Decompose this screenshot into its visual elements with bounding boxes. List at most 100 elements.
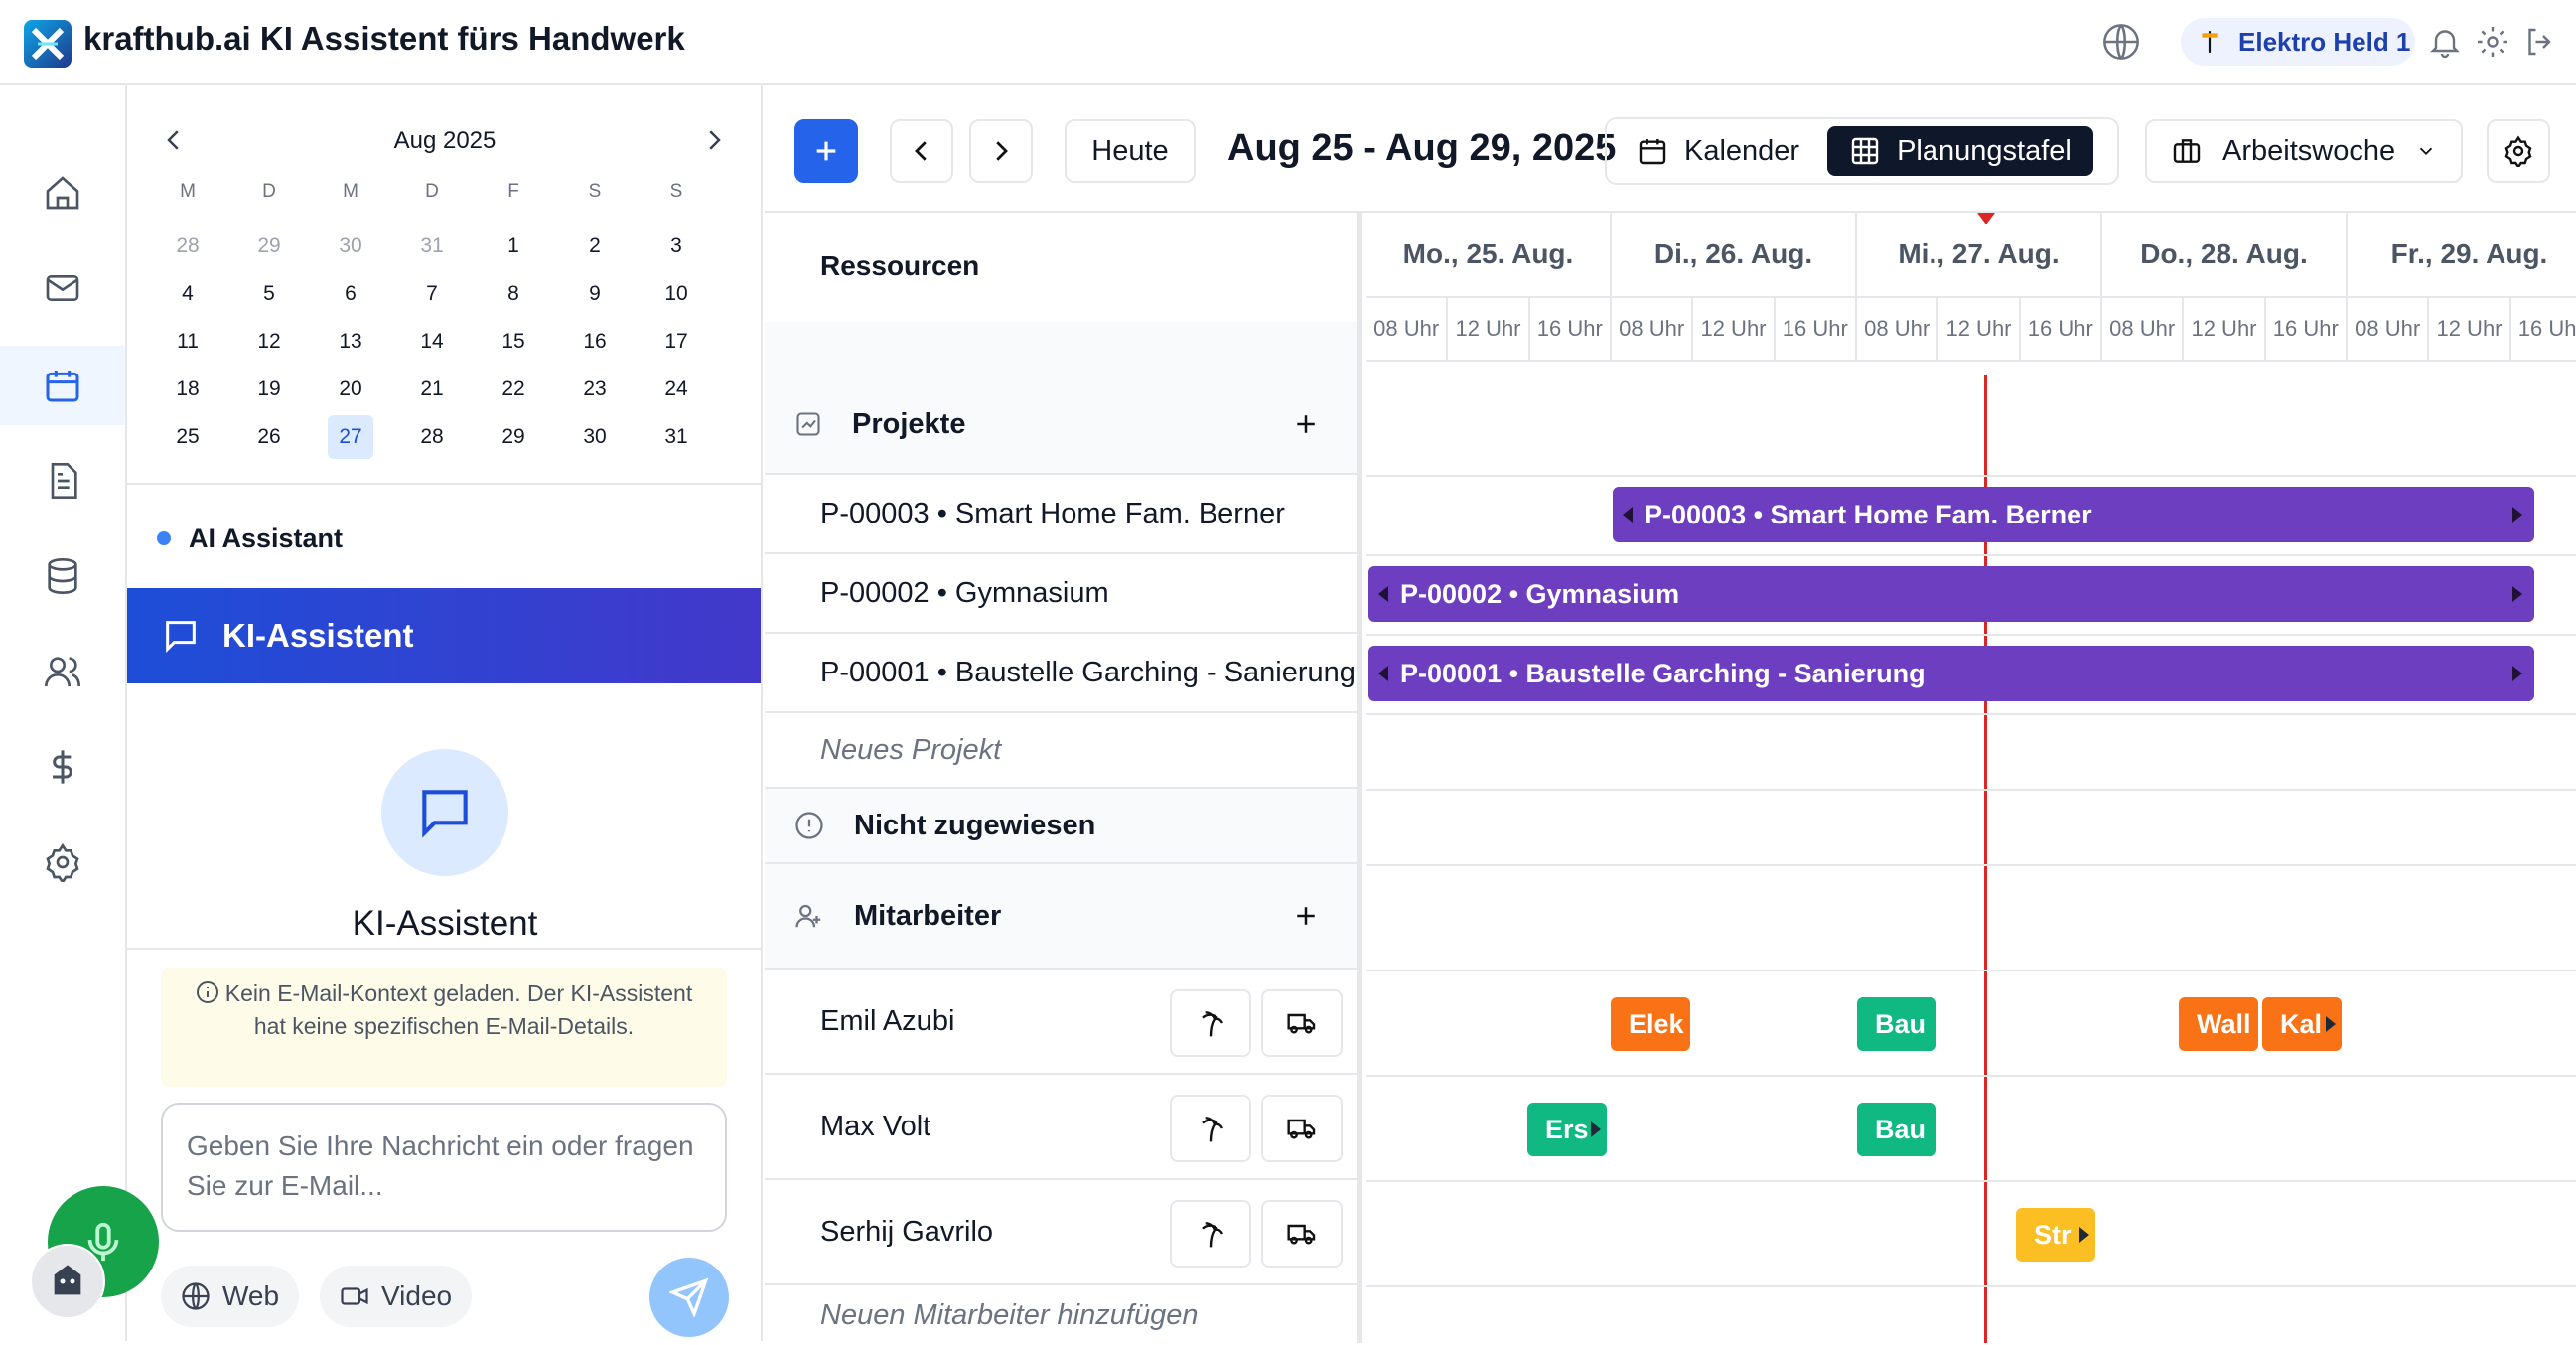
calendar-day[interactable]: 28 — [420, 425, 444, 448]
task-block[interactable]: Elek — [1611, 997, 1690, 1051]
calendar-day[interactable]: 16 — [583, 330, 607, 353]
task-block[interactable]: Kal — [2262, 997, 2342, 1051]
calendar-day[interactable]: 8 — [507, 282, 519, 305]
chart-icon — [794, 410, 822, 438]
calendar-day[interactable]: 26 — [257, 425, 281, 448]
calendar-day[interactable]: 7 — [426, 282, 438, 305]
vacation-button[interactable] — [1170, 1200, 1251, 1268]
calendar-day[interactable]: 23 — [583, 377, 607, 400]
palm-icon — [1202, 1117, 1224, 1142]
gear-icon[interactable] — [2475, 24, 2510, 60]
unassigned-label: Nicht zugewiesen — [854, 809, 1096, 841]
calendar-day[interactable]: 9 — [589, 282, 601, 305]
calendar-day[interactable]: 27 — [328, 415, 373, 459]
trip-button[interactable] — [1261, 1095, 1343, 1162]
planner-settings-button[interactable] — [2487, 119, 2550, 183]
today-button[interactable]: Heute — [1065, 119, 1196, 183]
nav-documents[interactable] — [0, 441, 125, 521]
prev-week-button[interactable] — [890, 119, 953, 183]
view-planner-button[interactable]: Planungstafel — [1827, 126, 2093, 176]
video-button[interactable]: Video — [320, 1266, 473, 1327]
calendar-day[interactable]: 4 — [182, 282, 194, 305]
calendar-day[interactable]: 31 — [664, 425, 688, 448]
calendar-day[interactable]: 13 — [339, 330, 362, 353]
bot-button[interactable] — [30, 1244, 105, 1319]
calendar-day[interactable]: 29 — [257, 234, 281, 257]
bell-icon[interactable] — [2427, 24, 2463, 60]
calendar-next-button[interactable] — [699, 125, 729, 155]
next-week-button[interactable] — [969, 119, 1033, 183]
calendar-day[interactable]: 6 — [345, 282, 357, 305]
calendar-day[interactable]: 11 — [177, 330, 199, 353]
calendar-day[interactable]: 1 — [507, 234, 519, 257]
task-block[interactable]: Ers — [1527, 1103, 1607, 1156]
staff-row[interactable]: Serhij Gavrilo — [765, 1180, 1357, 1285]
calendar-day[interactable]: 14 — [420, 330, 444, 353]
nav-calendar[interactable] — [0, 346, 125, 425]
send-button[interactable] — [649, 1258, 729, 1337]
view-calendar-button[interactable]: Kalender — [1615, 126, 1821, 176]
project-row[interactable]: P-00002 • Gymnasium — [765, 554, 1357, 634]
project-row[interactable]: P-00003 • Smart Home Fam. Berner — [765, 475, 1357, 554]
calendar-day[interactable]: 20 — [339, 377, 362, 400]
user-menu[interactable]: Elektro Held 1 — [2181, 18, 2415, 66]
calendar-prev-button[interactable] — [159, 125, 189, 155]
project-row[interactable]: P-00001 • Baustelle Garching - Sanierung — [765, 634, 1357, 713]
project-bar[interactable]: P-00003 • Smart Home Fam. Berner — [1613, 487, 2534, 542]
calendar-day[interactable]: 30 — [339, 234, 362, 257]
calendar-day[interactable]: 28 — [176, 234, 200, 257]
new-project-button[interactable]: Neues Projekt — [765, 713, 1357, 789]
context-notice-text: Kein E-Mail-Kontext geladen. Der KI-Assi… — [224, 980, 693, 1039]
trip-button[interactable] — [1261, 989, 1343, 1057]
view-switcher: Kalender Planungstafel — [1605, 117, 2119, 185]
nav-database[interactable] — [0, 536, 125, 616]
calendar-day[interactable]: 2 — [589, 234, 601, 257]
calendar-day[interactable]: 29 — [501, 425, 525, 448]
nav-mail[interactable] — [0, 248, 125, 328]
calendar-day[interactable]: 24 — [664, 377, 688, 400]
task-block[interactable]: Str — [2016, 1208, 2095, 1262]
globe-icon[interactable] — [2101, 22, 2141, 62]
calendar-day[interactable]: 31 — [420, 234, 444, 257]
add-staff-button[interactable] — [1291, 901, 1321, 931]
calendar-day[interactable]: 22 — [501, 377, 525, 400]
task-block[interactable]: Bau — [1857, 1103, 1936, 1156]
calendar-day[interactable]: 15 — [501, 330, 525, 353]
trip-button[interactable] — [1261, 1200, 1343, 1268]
calendar-day[interactable]: 21 — [420, 377, 444, 400]
calendar-day[interactable]: 10 — [664, 282, 688, 305]
nav-settings[interactable] — [0, 822, 125, 902]
ai-assistant-section[interactable]: AI Assistant — [127, 483, 761, 592]
calendar-day[interactable]: 30 — [583, 425, 607, 448]
message-input[interactable]: Geben Sie Ihre Nachricht ein oder fragen… — [161, 1103, 727, 1232]
staff-row[interactable]: Emil Azubi — [765, 970, 1357, 1075]
period-select[interactable]: Arbeitswoche — [2145, 119, 2463, 183]
palm-icon — [1202, 1222, 1224, 1248]
project-bar-label: P-00003 • Smart Home Fam. Berner — [1645, 499, 2092, 529]
calendar-day[interactable]: 17 — [664, 330, 688, 353]
project-bar-label: P-00002 • Gymnasium — [1400, 578, 1680, 609]
nav-home[interactable] — [0, 153, 125, 232]
add-button[interactable] — [794, 119, 858, 183]
chevron-left-icon — [167, 130, 179, 150]
task-block[interactable]: Bau — [1857, 997, 1936, 1051]
calendar-day[interactable]: 5 — [263, 282, 275, 305]
project-bar[interactable]: P-00002 • Gymnasium — [1368, 566, 2534, 622]
staff-row[interactable]: Max Volt — [765, 1075, 1357, 1180]
task-block[interactable]: Wall — [2179, 997, 2258, 1051]
project-bar[interactable]: P-00001 • Baustelle Garching - Sanierung — [1368, 646, 2534, 701]
calendar-day[interactable]: 18 — [176, 377, 200, 400]
calendar-day[interactable]: 25 — [176, 425, 200, 448]
new-staff-button[interactable]: Neuen Mitarbeiter hinzufügen — [820, 1298, 1199, 1331]
calendar-day[interactable]: 12 — [257, 330, 281, 353]
calendar-day[interactable]: 3 — [670, 234, 682, 257]
vacation-button[interactable] — [1170, 989, 1251, 1057]
web-button[interactable]: Web — [161, 1266, 300, 1327]
logout-icon[interactable] — [2522, 24, 2558, 60]
nav-users[interactable] — [0, 632, 125, 711]
calendar-day[interactable]: 19 — [257, 377, 281, 400]
vacation-button[interactable] — [1170, 1095, 1251, 1162]
add-project-button[interactable] — [1291, 409, 1321, 439]
nav-finance[interactable] — [0, 727, 125, 807]
users-icon — [45, 657, 80, 687]
